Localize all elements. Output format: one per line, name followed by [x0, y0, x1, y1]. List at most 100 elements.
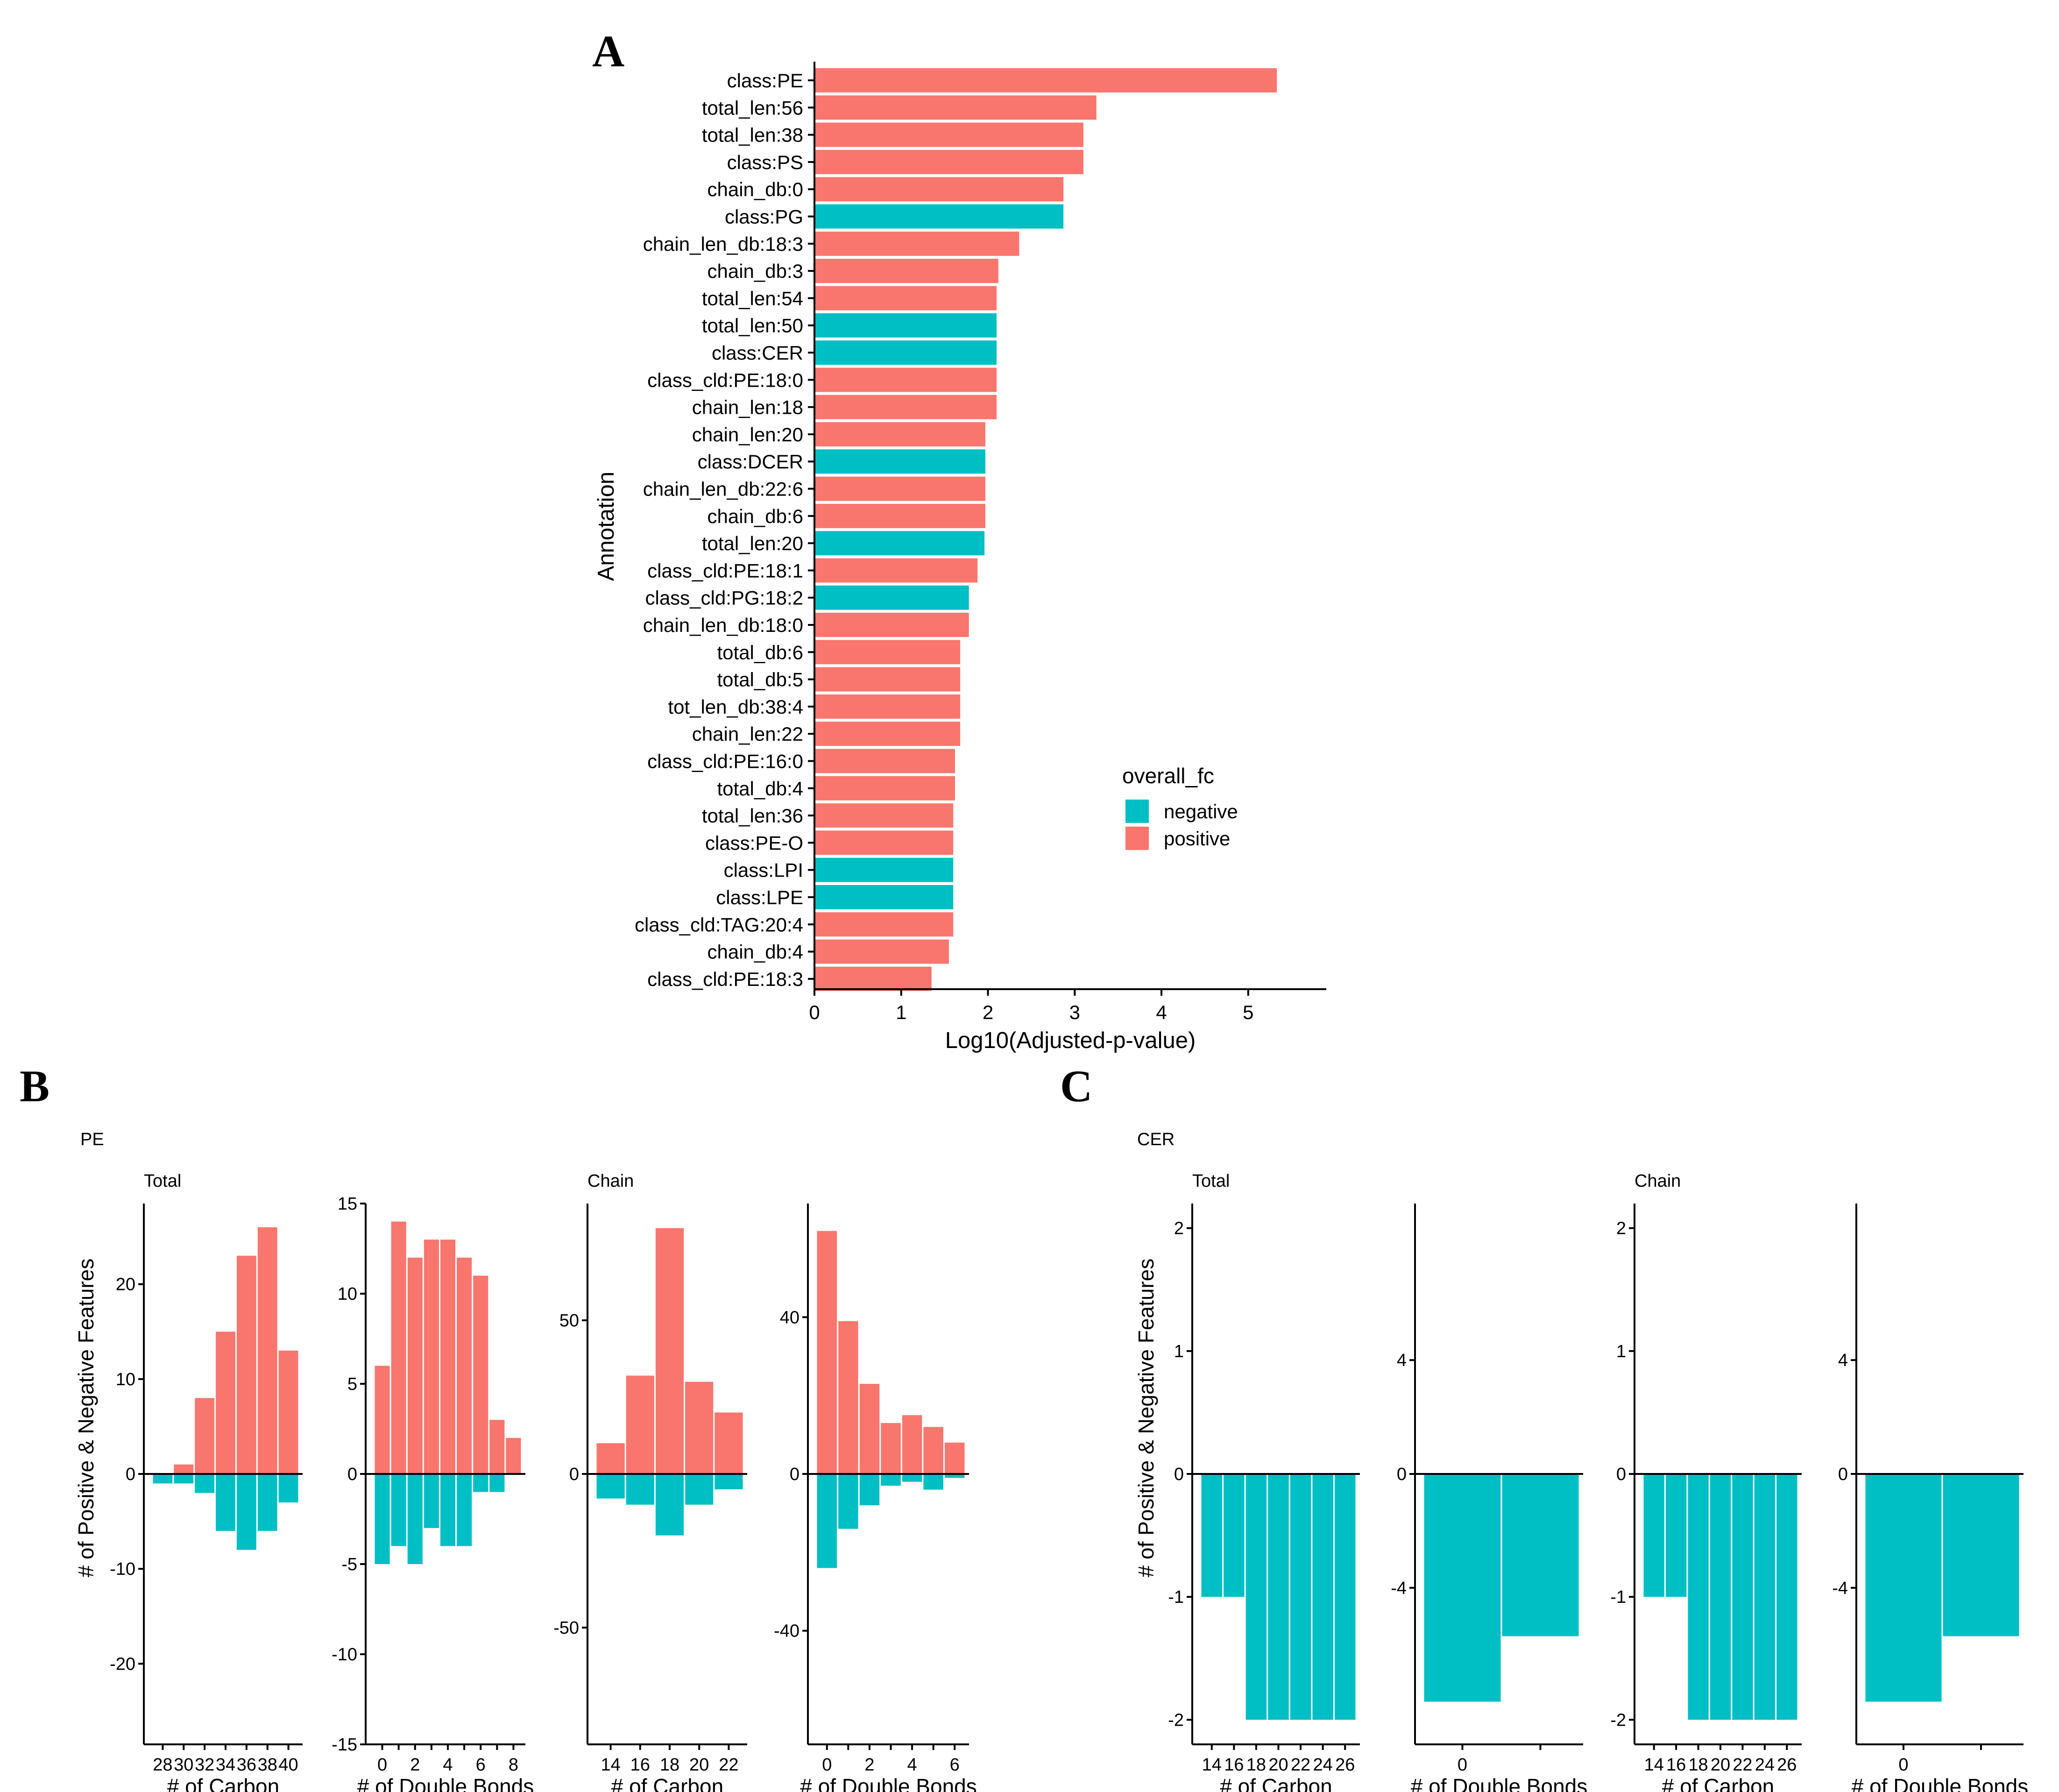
x-tick-label: 8: [509, 1755, 518, 1775]
x-tick-label: 0: [809, 1001, 820, 1023]
panel-a-bars: [814, 68, 1277, 991]
category-label: total_len:54: [702, 287, 803, 309]
y-tick-label: -2: [1168, 1710, 1184, 1730]
negative-bar: [1754, 1474, 1776, 1720]
legend-label-negative: negative: [1164, 800, 1238, 822]
y-tick-label: -10: [332, 1645, 357, 1665]
legend-title: overall_fc: [1122, 764, 1214, 788]
positive-bar: [626, 1375, 654, 1474]
x-tick-label: 32: [195, 1755, 214, 1775]
annotation-bar: [814, 531, 985, 556]
x-tick-label: 18: [1246, 1755, 1266, 1775]
panel-c: CER # of Positive & Negative Features To…: [1134, 1130, 2028, 1792]
negative-bar: [216, 1474, 235, 1531]
positive-bar: [817, 1231, 837, 1474]
positive-bar: [489, 1420, 505, 1474]
legend-key-positive: [1125, 827, 1149, 850]
positive-bar: [923, 1427, 943, 1474]
category-label: class_cld:PE:18:0: [647, 369, 803, 391]
y-tick-label: -5: [341, 1555, 357, 1574]
x-tick-label: 18: [660, 1755, 679, 1775]
positive-bar: [506, 1438, 521, 1474]
category-label: class:LPI: [724, 859, 803, 881]
y-tick-label: 5: [347, 1374, 357, 1394]
x-tick-label: 0: [377, 1755, 387, 1775]
y-tick-label: -4: [1391, 1579, 1407, 1598]
annotation-bar: [814, 177, 1064, 202]
negative-bar: [902, 1474, 922, 1482]
y-tick-label: 4: [1838, 1351, 1848, 1370]
annotation-bar: [814, 422, 985, 446]
annotation-bar: [814, 803, 954, 828]
annotation-bar: [814, 640, 961, 665]
category-label: chain_len_db:22:6: [643, 478, 803, 500]
positive-bar: [685, 1381, 714, 1474]
annotation-bar: [814, 966, 932, 991]
annotation-bar: [814, 912, 954, 937]
positive-bar: [424, 1240, 439, 1474]
category-label: chain_len_db:18:0: [643, 614, 803, 636]
x-axis-title: # of Double Bonds: [1852, 1774, 2029, 1792]
x-tick-label: 18: [1688, 1755, 1708, 1775]
x-tick-label: 26: [1335, 1755, 1355, 1775]
x-tick-label: 0: [1458, 1755, 1467, 1775]
y-tick-label: 0: [1397, 1465, 1407, 1484]
category-label: chain_len:22: [692, 723, 803, 745]
category-label: class:PE-O: [705, 832, 803, 854]
negative-bar: [944, 1474, 965, 1478]
positive-bar: [944, 1442, 965, 1474]
annotation-bar: [814, 204, 1064, 229]
negative-bar: [1688, 1474, 1709, 1720]
y-tick-label: 0: [569, 1465, 579, 1484]
negative-bar: [236, 1474, 256, 1550]
category-label: class:LPE: [716, 886, 803, 908]
x-axis-title: # of Double Bonds: [1411, 1774, 1588, 1792]
negative-bar: [1245, 1474, 1267, 1720]
panel-c-group-title: CER: [1137, 1130, 1175, 1149]
x-axis-title: # of Double Bonds: [357, 1774, 534, 1792]
panel-b-total-carbon-chart: 28 30 32 34 36 38 40 -20 -10 0 10 20 # of Carbon: [110, 1204, 303, 1792]
panel-c-chain-double-bonds-chart: 0 -4 0 4 # of Double Bonds: [1832, 1204, 2028, 1792]
positive-bar: [236, 1255, 256, 1474]
category-label: class:CER: [712, 342, 803, 364]
x-axis-title: # of Double Bonds: [800, 1774, 977, 1792]
x-axis-title: # of Carbon: [1220, 1774, 1332, 1792]
legend: overall_fc negative positive: [1122, 764, 1238, 850]
x-axis-title: # of Carbon: [1662, 1774, 1774, 1792]
positive-bar: [375, 1366, 390, 1474]
positive-bar: [257, 1227, 277, 1474]
legend-key-negative: [1125, 800, 1149, 823]
category-label: total_len:50: [702, 315, 803, 337]
negative-bar: [1334, 1474, 1356, 1720]
annotation-bar: [814, 449, 985, 474]
x-tick-label: 6: [950, 1755, 960, 1775]
y-tick-label: 20: [116, 1275, 135, 1295]
category-label: class:PE: [727, 70, 803, 92]
positive-bar: [881, 1423, 901, 1474]
y-tick-label: 0: [1838, 1465, 1848, 1484]
y-tick-label: 4: [1397, 1351, 1407, 1370]
panel-a-y-axis-title: Annotation: [594, 472, 619, 581]
negative-bar: [1665, 1474, 1687, 1597]
negative-bar: [1268, 1474, 1289, 1720]
negative-bar: [424, 1474, 439, 1528]
panel-c-total-double-bonds-chart: 0 -4 0 4 # of Double Bonds: [1391, 1204, 1587, 1792]
annotation-bar: [814, 939, 949, 964]
y-tick-label: 0: [1616, 1465, 1626, 1484]
x-tick-label: 4: [443, 1755, 453, 1775]
panel-c-strip-chain: Chain: [1634, 1171, 1681, 1191]
x-tick-label: 16: [1224, 1755, 1244, 1775]
negative-bar: [626, 1474, 654, 1505]
negative-bar: [923, 1474, 943, 1490]
positive-bar: [278, 1350, 298, 1474]
panel-b: PE # of Positive & Negative Features Tot…: [74, 1130, 977, 1792]
x-tick-label: 0: [822, 1755, 832, 1775]
category-label: chain_len:20: [692, 424, 803, 446]
negative-bar: [375, 1474, 390, 1564]
annotation-bar: [814, 259, 998, 283]
x-tick-label: 14: [1202, 1755, 1222, 1775]
x-tick-label: 20: [689, 1755, 709, 1775]
positive-bar: [440, 1240, 456, 1474]
annotation-bar: [814, 368, 997, 392]
annotation-bar: [814, 776, 955, 800]
